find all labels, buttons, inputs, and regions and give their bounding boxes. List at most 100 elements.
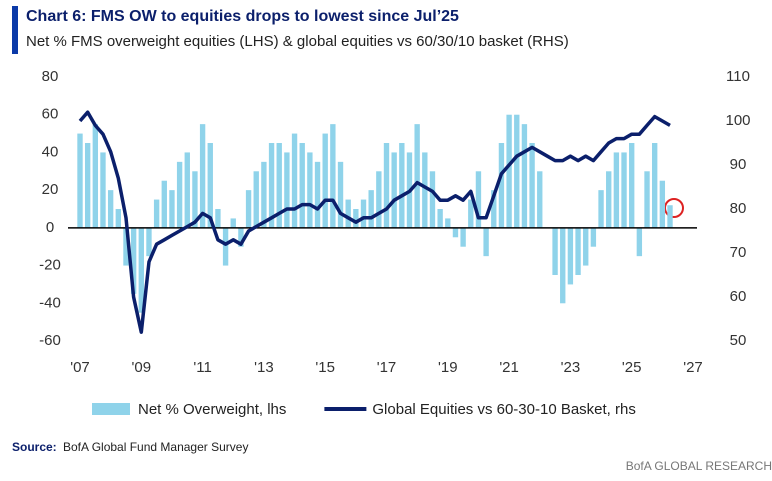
bar: [652, 143, 658, 228]
title-accent: [12, 6, 18, 54]
bar: [529, 143, 535, 228]
bar: [146, 227, 152, 257]
bar: [414, 124, 420, 228]
bar: [92, 124, 99, 228]
bar: [330, 124, 336, 228]
bar: [575, 227, 581, 275]
y-tick-label: 40: [42, 143, 59, 160]
x-tick-label: '17: [377, 359, 397, 376]
bar: [437, 209, 443, 228]
x-tick-label: '09: [132, 359, 152, 376]
bar: [268, 143, 275, 228]
bar: [636, 227, 643, 257]
branding: BofA GLOBAL RESEARCH: [626, 459, 772, 473]
bar: [399, 143, 405, 228]
bar: [215, 209, 221, 228]
bar: [659, 180, 666, 228]
bar: [368, 190, 374, 228]
bar: [284, 152, 290, 228]
bar: [567, 227, 574, 285]
y-tick-label: -40: [39, 294, 61, 311]
y-tick-label: 20: [42, 181, 59, 198]
bar: [307, 152, 313, 228]
bar: [192, 171, 198, 228]
source-label: Source:: [12, 440, 57, 454]
bar: [169, 190, 175, 228]
x-tick-label: '19: [438, 359, 458, 376]
x-tick-label: '25: [622, 359, 642, 376]
bar: [506, 114, 512, 228]
bar: [199, 124, 206, 228]
bar: [253, 171, 259, 228]
bar: [291, 133, 298, 228]
bar: [445, 218, 451, 228]
bar: [245, 190, 252, 228]
y2-tick-label: 90: [730, 156, 747, 173]
bar: [560, 227, 566, 304]
bar: [230, 218, 236, 228]
bar: [322, 133, 328, 228]
bar: [391, 152, 397, 228]
line: [78, 110, 671, 334]
bar: [667, 205, 673, 228]
y-tick-label: -60: [39, 332, 61, 349]
bar: [100, 152, 106, 228]
y-tick-label: 0: [46, 219, 54, 236]
bar: [552, 227, 558, 275]
bar: [337, 161, 344, 228]
bar: [238, 227, 244, 247]
bar: [115, 209, 121, 228]
bar: [621, 152, 627, 228]
bar: [429, 171, 436, 228]
bar: [468, 199, 474, 228]
legend-label: Net % Overweight, lhs: [138, 401, 286, 418]
bar: [299, 143, 305, 228]
x-tick-label: '13: [254, 359, 274, 376]
bar: [161, 180, 167, 228]
source-text: BofA Global Fund Manager Survey: [63, 440, 248, 454]
bar: [276, 143, 282, 228]
y-tick-label: 60: [42, 106, 59, 123]
bar: [383, 143, 390, 228]
bar: [314, 161, 321, 228]
x-tick-label: '15: [315, 359, 335, 376]
y2-tick-label: 100: [725, 112, 750, 129]
bar: [84, 143, 91, 228]
bar: [452, 227, 459, 238]
legend-label: Global Equities vs 60-30-10 Basket, rhs: [372, 401, 635, 418]
bar: [176, 161, 183, 228]
bar: [613, 152, 620, 228]
bar: [483, 227, 489, 257]
bar: [491, 190, 497, 228]
bar: [77, 133, 83, 228]
bar: [644, 171, 650, 228]
bar: [537, 171, 543, 228]
bar: [475, 171, 482, 228]
chart-subtitle: Net % FMS overweight equities (LHS) & gl…: [26, 33, 569, 50]
y2-tick-label: 60: [730, 288, 747, 305]
bar: [606, 171, 612, 228]
bar: [153, 199, 160, 228]
x-tick-label: '11: [193, 359, 211, 376]
bar: [130, 227, 137, 294]
bar: [138, 227, 144, 313]
bar: [583, 227, 589, 266]
bar: [514, 114, 520, 228]
bar: [107, 190, 114, 228]
bar: [123, 227, 129, 266]
x-tick-label: '23: [561, 359, 581, 376]
chart-title: Chart 6: FMS OW to equities drops to low…: [26, 8, 459, 25]
bar: [521, 124, 528, 228]
y2-tick-label: 110: [726, 68, 750, 85]
x-tick-label: '27: [683, 359, 703, 376]
bar: [598, 190, 604, 228]
legend-swatch: [92, 403, 130, 415]
bar: [422, 152, 428, 228]
bar: [460, 227, 466, 247]
y2-tick-label: 50: [730, 332, 747, 349]
bar: [184, 152, 190, 228]
y2-tick-label: 70: [730, 244, 747, 261]
x-tick-label: '07: [70, 359, 90, 376]
